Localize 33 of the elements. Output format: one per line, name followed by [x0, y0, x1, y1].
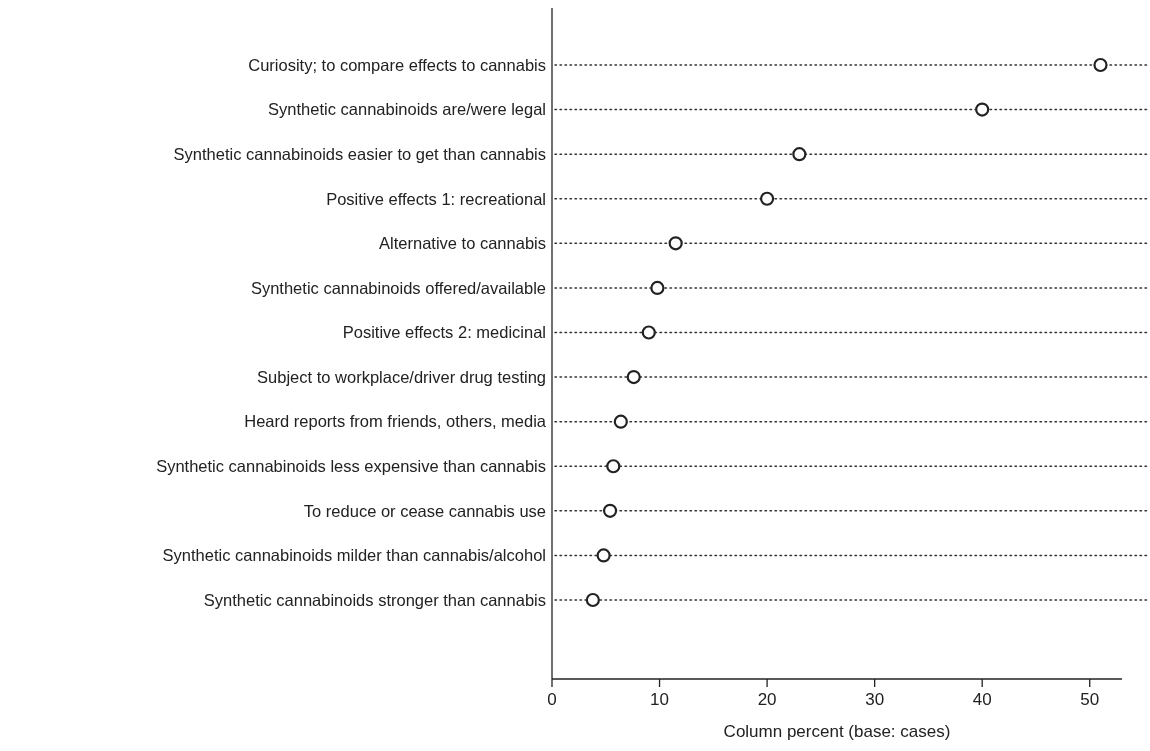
- x-tick-label: 50: [1080, 690, 1100, 709]
- point: [668, 236, 683, 251]
- point: [585, 592, 600, 608]
- point: [626, 369, 641, 385]
- point: [792, 147, 807, 162]
- point: [759, 191, 775, 206]
- y-tick-label: Synthetic cannabinoids offered/available: [250, 278, 546, 297]
- point: [1093, 57, 1108, 73]
- x-tick-label: 30: [865, 690, 885, 709]
- point: [613, 414, 628, 429]
- x-tick-label: 0: [547, 690, 557, 709]
- x-tick-label: 40: [972, 690, 992, 709]
- y-tick-label: Positive effects 2: medicinal: [342, 323, 546, 342]
- point: [602, 503, 618, 518]
- y-tick-label: Curiosity; to compare effects to cannabis: [248, 55, 546, 74]
- y-tick-label: Synthetic cannabinoids are/were legal: [268, 100, 546, 119]
- x-tick-label: 20: [757, 690, 777, 709]
- point: [596, 548, 611, 563]
- y-tick-label: Alternative to cannabis: [379, 234, 546, 253]
- y-tick-label: Subject to workplace/driver drug testing: [257, 367, 546, 386]
- point: [975, 102, 990, 117]
- x-axis-title: Column percent (base: cases): [723, 722, 951, 741]
- y-tick-label: Heard reports from friends, others, media: [244, 412, 547, 431]
- y-tick-label: To reduce or cease cannabis use: [303, 501, 546, 520]
- point: [650, 280, 665, 296]
- y-tick-label: Synthetic cannabinoids milder than cannabis/alcohol: [162, 546, 546, 565]
- y-tick-label: Synthetic cannabinoids stronger than cannabis: [203, 590, 546, 609]
- point: [641, 325, 656, 340]
- y-tick-label: Synthetic cannabinoids easier to get than cannabis: [173, 144, 546, 163]
- x-tick-label: 10: [650, 690, 670, 709]
- y-tick-label: Positive effects 1: recreational: [326, 189, 546, 208]
- y-tick-label: Synthetic cannabinoids less expensive than cannabis: [156, 457, 546, 476]
- point: [606, 459, 621, 474]
